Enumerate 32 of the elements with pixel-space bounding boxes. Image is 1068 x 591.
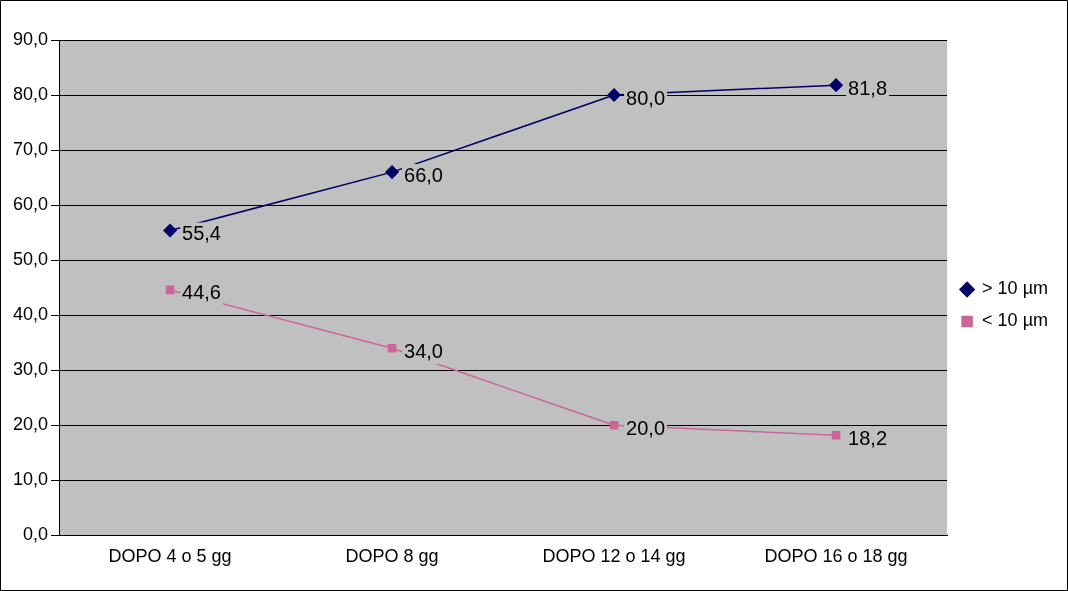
data-label: 55,4 <box>182 221 221 244</box>
point <box>387 343 397 353</box>
y-tick-label: 70,0 <box>12 139 49 160</box>
y-tick-label: 50,0 <box>12 249 49 270</box>
legend-label: < 10 µm <box>982 310 1049 331</box>
point <box>831 430 841 440</box>
data-label: 18,2 <box>848 426 888 449</box>
data-label: 81,8 <box>848 76 888 99</box>
y-tick-label: 0,0 <box>23 524 49 545</box>
point <box>165 285 175 295</box>
point <box>607 88 621 102</box>
point <box>609 421 619 430</box>
y-tick-label: 80,0 <box>12 84 49 105</box>
data-label: 20,0 <box>626 416 666 439</box>
x-tick-label: DOPO 8 gg <box>345 546 439 567</box>
data-label: 34,0 <box>404 339 443 362</box>
point <box>385 165 399 179</box>
y-tick-label: 60,0 <box>12 194 49 215</box>
y-tick-label: 30,0 <box>12 359 49 380</box>
x-tick-label: DOPO 16 o 18 gg <box>764 546 908 567</box>
x-tick-label: DOPO 12 o 14 gg <box>542 546 686 567</box>
x-tick-label: DOPO 4 o 5 gg <box>108 546 232 567</box>
data-label: 44,6 <box>182 281 221 304</box>
legend-label: > 10 µm <box>982 278 1049 299</box>
data-label: 66,0 <box>404 163 443 186</box>
y-tick-label: 90,0 <box>12 28 49 49</box>
point <box>829 78 843 92</box>
y-tick-label: 10,0 <box>12 469 49 490</box>
y-tick-label: 40,0 <box>12 304 49 325</box>
data-label: 80,0 <box>626 86 666 109</box>
y-tick-label: 20,0 <box>12 414 49 435</box>
point <box>163 223 177 238</box>
